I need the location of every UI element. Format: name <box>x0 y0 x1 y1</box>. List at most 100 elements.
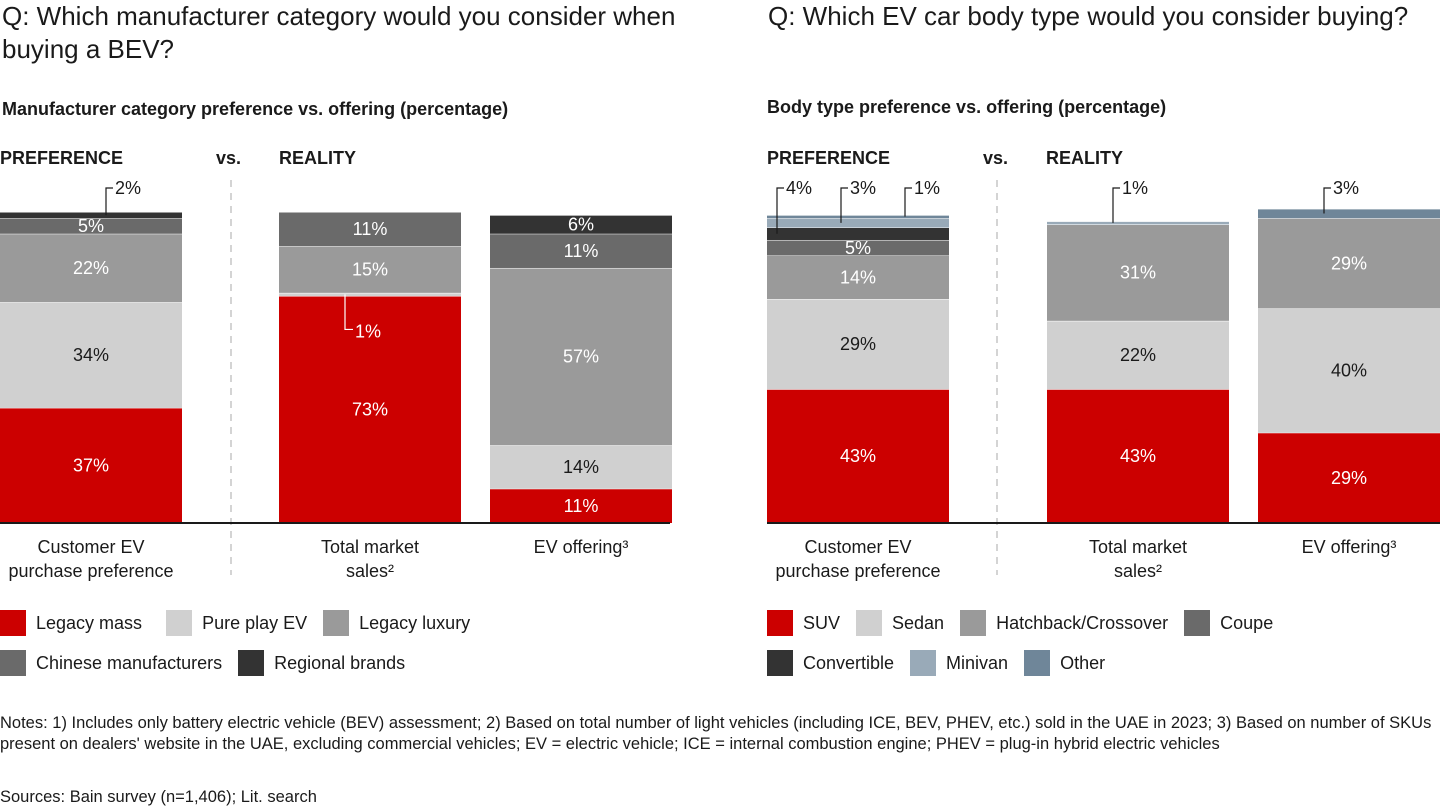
legend-swatch-legacy-mass <box>0 610 26 636</box>
legend-item-other: Other <box>1024 650 1105 676</box>
bar-other-customer-ev-purchase-preference <box>767 215 949 219</box>
bar-legacy-luxury-ev-offering <box>490 267 672 446</box>
legend-swatch-chinese <box>0 650 26 676</box>
left-preference-header: PREFERENCE <box>0 148 124 168</box>
bar-regional-brands-ev-offering <box>490 215 672 234</box>
right-preference-header: PREFERENCE <box>767 148 891 168</box>
value-label-regional-brands-ev-offering: 6% <box>568 214 594 234</box>
right-chart-subtitle: Body type preference vs. offering (perce… <box>767 97 1167 117</box>
bar-hatchback-crossover-customer-ev-purchase-preference <box>767 255 949 300</box>
legend-item-regional: Regional brands <box>238 650 405 676</box>
notes-text: Notes: 1) Includes only battery electric… <box>0 714 1432 753</box>
legend-swatch-hatchback <box>960 610 987 636</box>
legend-label-suv: SUV <box>803 612 841 633</box>
legend-swatch-other <box>1024 650 1051 676</box>
bar-coupe-customer-ev-purchase-preference <box>767 239 949 256</box>
category-label-total-market-sales: sales² <box>346 561 394 581</box>
legend-item-convertible: Convertible <box>767 650 894 676</box>
value-label-suv-ev-offering: 29% <box>1331 468 1367 488</box>
category-label-customer-ev-purchase-preference: purchase preference <box>8 561 173 581</box>
legend-swatch-minivan <box>910 650 937 676</box>
category-label-total-market-sales: sales² <box>1114 561 1162 581</box>
callout-label-other-ev-offering: 3% <box>1333 178 1359 198</box>
callout-label-other-customer-ev-purchase-preference: 1% <box>914 178 940 198</box>
value-label-sedan-total-market-sales: 22% <box>1120 345 1156 365</box>
value-label-legacy-luxury-ev-offering: 57% <box>563 347 599 367</box>
category-label-total-market-sales: Total market <box>321 537 419 557</box>
bar-minivan-total-market-sales <box>1047 221 1229 225</box>
value-label-chinese-manufacturers-customer-ev-purchase-preference: 5% <box>78 216 104 236</box>
legend-label-pure-play-ev: Pure play EV <box>202 612 308 633</box>
callout-line-pure-play-ev <box>344 294 353 331</box>
bar-pure-play-ev-total-market-sales <box>279 292 461 296</box>
right-reality-header: REALITY <box>1046 148 1124 168</box>
value-label-hatchback-crossover-customer-ev-purchase-preference: 14% <box>840 267 876 287</box>
callout-line-convertible <box>776 187 784 234</box>
bar-legacy-luxury-total-market-sales <box>279 246 461 293</box>
bar-hatchback-crossover-ev-offering <box>1258 218 1440 309</box>
bar-legacy-luxury-customer-ev-purchase-preference <box>0 233 182 303</box>
value-label-legacy-mass-ev-offering: 11% <box>564 496 599 516</box>
right-question: Q: Which EV car body type would you cons… <box>768 1 1409 31</box>
legend-swatch-coupe <box>1184 610 1211 636</box>
bar-suv-customer-ev-purchase-preference <box>767 389 949 523</box>
left-reality-header: REALITY <box>279 148 357 168</box>
legend-label-legacy-mass: Legacy mass <box>36 612 143 633</box>
value-label-legacy-mass-total-market-sales: 73% <box>352 399 388 419</box>
legend-item-hatchback: Hatchback/Crossover <box>960 610 1168 636</box>
bar-chinese-manufacturers-customer-ev-purchase-preference <box>0 218 182 234</box>
legend-item-pure-play-ev: Pure play EV <box>166 610 307 636</box>
left-vs-label: vs. <box>216 148 242 168</box>
category-label-customer-ev-purchase-preference: Customer EV <box>37 537 144 557</box>
value-label-suv-total-market-sales: 43% <box>1120 446 1156 466</box>
legend-swatch-legacy-luxury <box>323 610 350 636</box>
callout-label-minivan-total-market-sales: 1% <box>1122 178 1148 198</box>
callout-line-regional-brands <box>105 187 113 216</box>
right-legend-row-1: SUV Sedan Hatchback/Crossover Coupe <box>767 610 1289 636</box>
right-legend-row-2: Convertible Minivan Other <box>767 650 1121 676</box>
value-label-hatchback-crossover-total-market-sales: 31% <box>1120 263 1156 283</box>
category-label-customer-ev-purchase-preference: Customer EV <box>804 537 911 557</box>
legend-item-legacy-luxury: Legacy luxury <box>323 610 470 636</box>
category-label-ev-offering: EV offering³ <box>1302 537 1397 557</box>
legend-swatch-suv <box>767 610 793 636</box>
bar-sedan-ev-offering <box>1258 308 1440 433</box>
value-label-pure-play-ev-ev-offering: 14% <box>563 457 599 477</box>
legend-label-minivan: Minivan <box>946 652 1009 673</box>
callout-line-other <box>1323 187 1331 214</box>
value-label-suv-customer-ev-purchase-preference: 43% <box>840 446 876 466</box>
left-chart-subtitle: Manufacturer category preference vs. off… <box>2 99 509 119</box>
legend-item-suv: SUV <box>767 610 840 636</box>
bar-hatchback-crossover-total-market-sales <box>1047 224 1229 321</box>
value-label-coupe-customer-ev-purchase-preference: 5% <box>845 238 871 258</box>
legend-item-coupe: Coupe <box>1184 610 1273 636</box>
bar-legacy-mass-total-market-sales <box>279 295 461 523</box>
legend-label-sedan: Sedan <box>892 612 945 633</box>
bar-minivan-customer-ev-purchase-preference <box>767 218 949 228</box>
bar-suv-total-market-sales <box>1047 389 1229 523</box>
legend-item-sedan: Sedan <box>856 610 944 636</box>
charts-canvas: 37% 34% 22% 5% 2% Customer EV purchase prefere… <box>0 178 1440 581</box>
callout-label-convertible-customer-ev-purchase-preference: 4% <box>786 178 812 198</box>
bar-regional-brands-customer-ev-purchase-preference <box>0 212 182 219</box>
callout-line-other <box>904 187 912 217</box>
value-label-sedan-customer-ev-purchase-preference: 29% <box>840 334 876 354</box>
callout-label-minivan-customer-ev-purchase-preference: 3% <box>850 178 876 198</box>
legend-item-minivan: Minivan <box>910 650 1008 676</box>
right-vs-label: vs. <box>983 148 1009 168</box>
legend-item-chinese: Chinese manufacturers <box>0 650 222 676</box>
bar-chinese-manufacturers-total-market-sales <box>279 212 461 247</box>
callout-line-minivan <box>840 187 848 223</box>
value-label-pure-play-ev-customer-ev-purchase-preference: 34% <box>73 345 109 365</box>
legend-swatch-regional <box>238 650 265 676</box>
bar-pure-play-ev-ev-offering <box>490 445 672 489</box>
value-label-legacy-mass-customer-ev-purchase-preference: 37% <box>73 455 109 475</box>
bar-legacy-mass-ev-offering <box>490 488 672 523</box>
legend-label-hatchback: Hatchback/Crossover <box>996 612 1169 633</box>
bar-chinese-manufacturers-ev-offering <box>490 233 672 268</box>
legend-item-legacy-mass: Legacy mass <box>0 610 142 636</box>
legend-swatch-pure-play-ev <box>166 610 193 636</box>
legend-label-coupe: Coupe <box>1220 612 1274 633</box>
value-label-legacy-luxury-customer-ev-purchase-preference: 22% <box>73 258 109 278</box>
left-legend-row-1: Legacy mass Pure play EV Legacy luxury <box>0 610 486 636</box>
